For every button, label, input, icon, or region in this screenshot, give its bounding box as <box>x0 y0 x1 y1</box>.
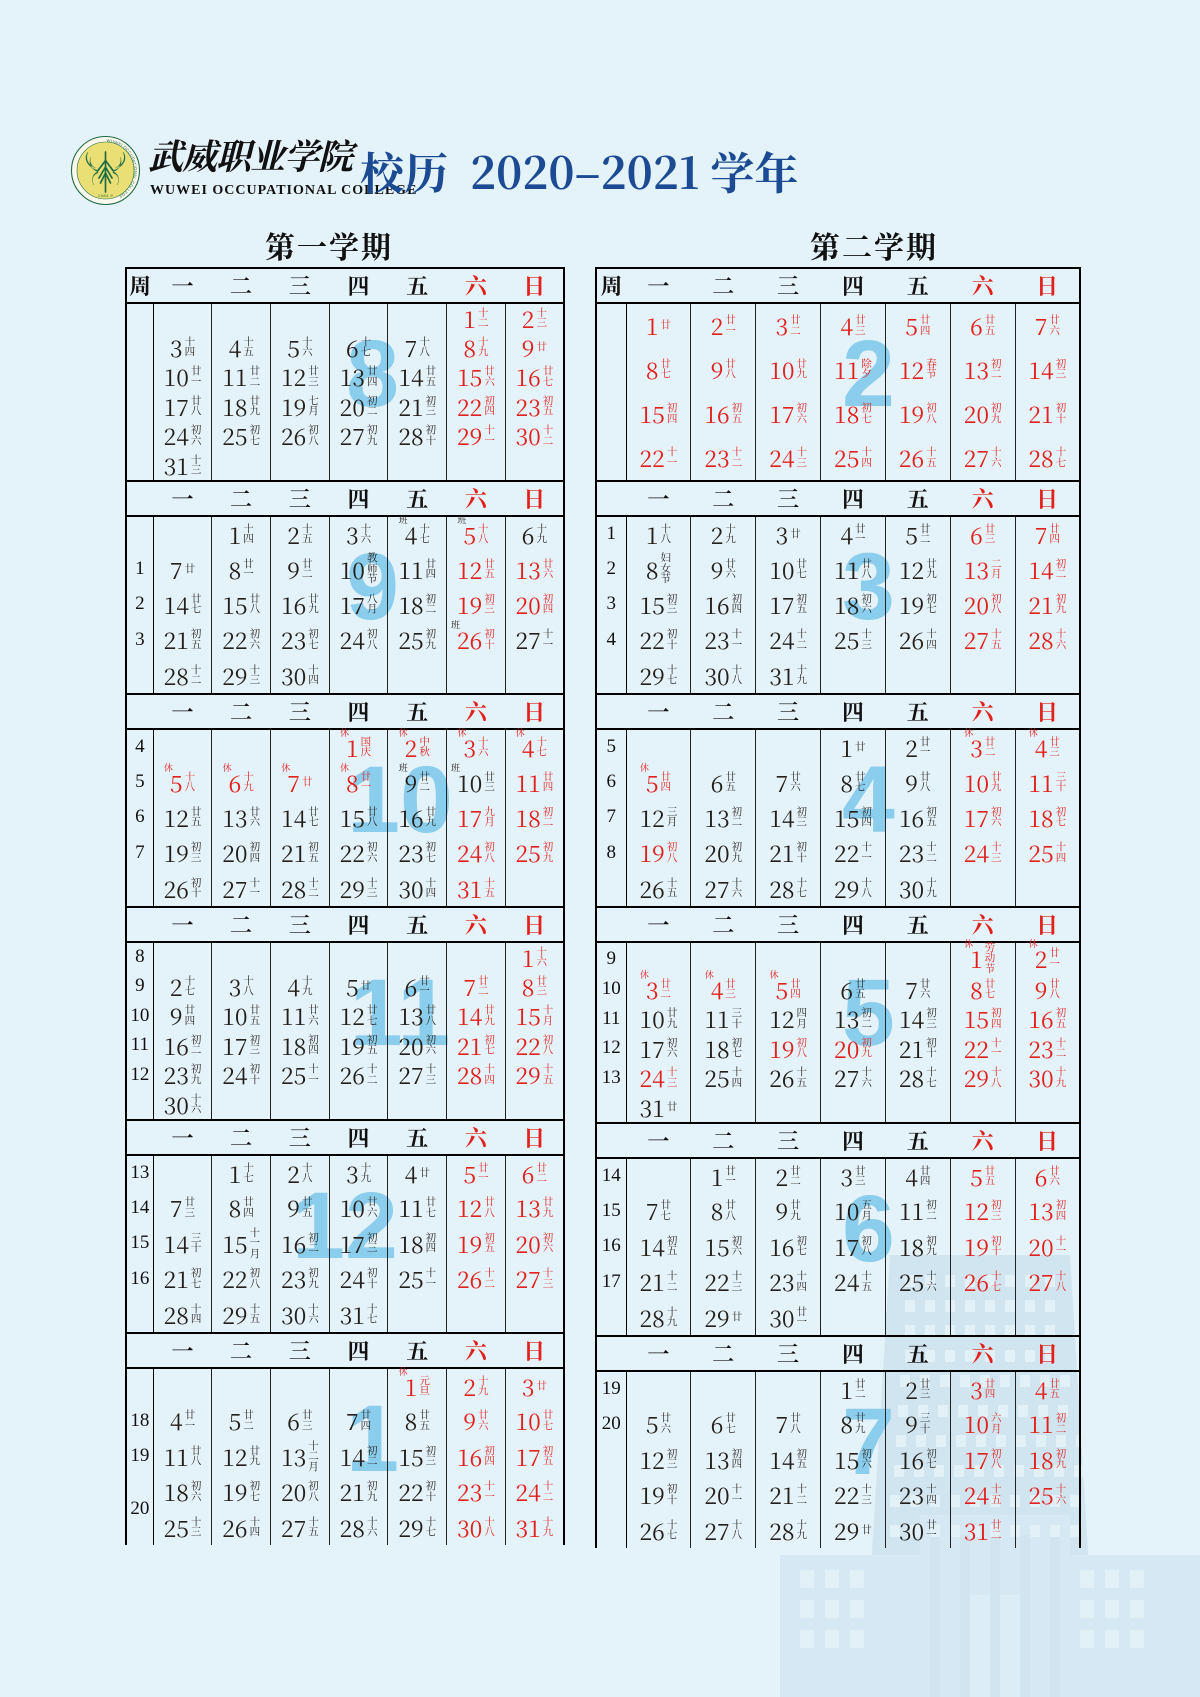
svg-text:1984.9: 1984.9 <box>98 193 114 198</box>
